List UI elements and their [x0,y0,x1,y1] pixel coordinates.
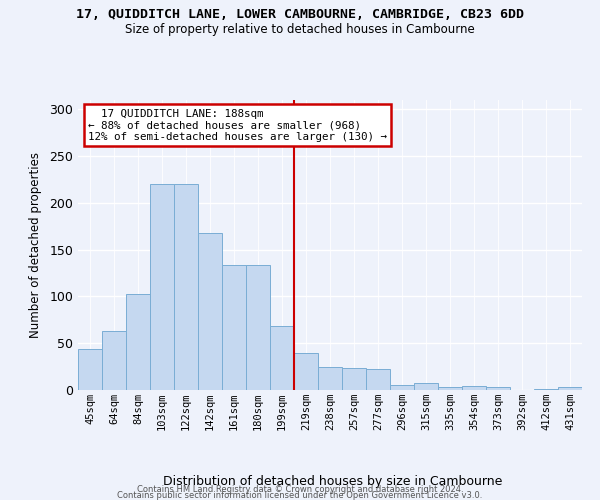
Text: 17 QUIDDITCH LANE: 188sqm
← 88% of detached houses are smaller (968)
12% of semi: 17 QUIDDITCH LANE: 188sqm ← 88% of detac… [88,108,387,142]
Bar [534,389,558,390]
Bar [246,264,270,390]
Bar [270,326,294,390]
Bar [390,386,414,390]
Bar [438,387,462,390]
Text: Contains public sector information licensed under the Open Government Licence v3: Contains public sector information licen… [118,490,482,500]
Text: Distribution of detached houses by size in Cambourne: Distribution of detached houses by size … [163,474,503,488]
Bar [198,233,222,390]
Bar [102,331,126,390]
Bar [174,184,198,390]
Bar [222,264,246,390]
Bar [486,387,510,390]
Text: Contains HM Land Registry data © Crown copyright and database right 2024.: Contains HM Land Registry data © Crown c… [137,484,463,494]
Y-axis label: Number of detached properties: Number of detached properties [29,152,43,338]
Bar [78,349,102,390]
Text: Size of property relative to detached houses in Cambourne: Size of property relative to detached ho… [125,22,475,36]
Bar [558,387,582,390]
Bar [318,366,342,390]
Bar [150,184,174,390]
Bar [366,370,390,390]
Bar [294,352,318,390]
Bar [462,386,486,390]
Bar [414,382,438,390]
Text: 17, QUIDDITCH LANE, LOWER CAMBOURNE, CAMBRIDGE, CB23 6DD: 17, QUIDDITCH LANE, LOWER CAMBOURNE, CAM… [76,8,524,20]
Bar [342,368,366,390]
Bar [126,294,150,390]
